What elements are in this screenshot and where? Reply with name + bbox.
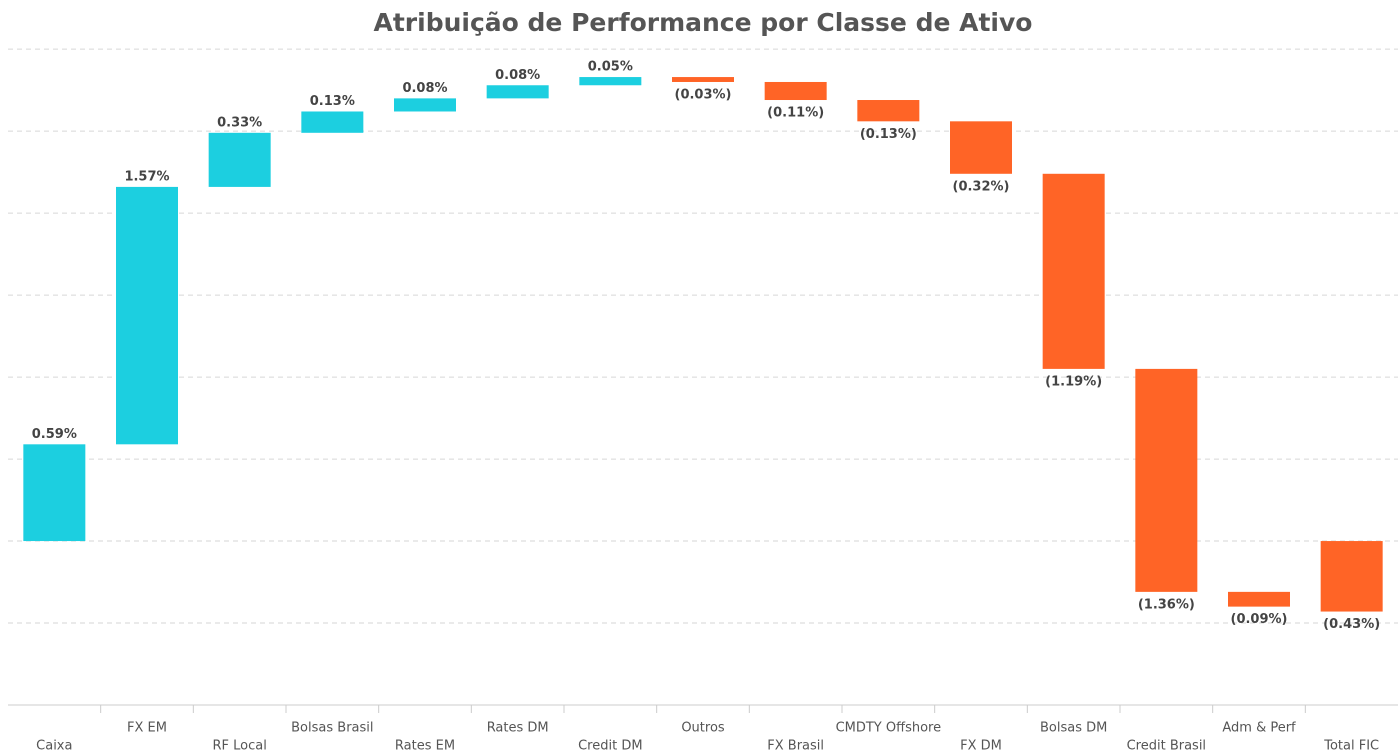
bar — [1135, 368, 1198, 592]
value-label: (0.11%) — [767, 106, 824, 121]
value-label: (0.13%) — [860, 127, 917, 142]
value-label: 0.08% — [402, 81, 447, 96]
x-tick-label: FX DM — [960, 739, 1002, 754]
bar — [1320, 541, 1383, 612]
x-tick-label: Credit DM — [578, 739, 642, 754]
value-label: 0.08% — [495, 68, 540, 83]
x-tick-label: Bolsas DM — [1040, 721, 1107, 736]
x-tick-label: Caixa — [36, 739, 72, 754]
value-label: 1.57% — [124, 169, 169, 184]
x-tick-label: CMDTY Offshore — [836, 721, 942, 736]
bar — [116, 186, 178, 445]
bar — [672, 77, 734, 82]
x-tick-label: Bolsas Brasil — [291, 721, 373, 736]
x-tick-label: FX Brasil — [767, 739, 824, 754]
value-label: 0.59% — [32, 427, 77, 442]
value-label: 0.05% — [588, 60, 633, 75]
bar — [857, 100, 920, 122]
x-tick-label: FX EM — [127, 721, 167, 736]
bar — [208, 132, 271, 187]
value-label: 0.13% — [310, 94, 355, 109]
bar — [950, 121, 1012, 174]
value-label: (1.36%) — [1138, 597, 1195, 612]
x-tick-label: Credit Brasil — [1127, 739, 1206, 754]
x-tick-label: Adm & Perf — [1222, 721, 1296, 736]
x-tick-label: Rates DM — [487, 721, 549, 736]
bar — [1042, 173, 1105, 369]
value-label: 0.33% — [217, 115, 262, 130]
bar — [394, 98, 456, 112]
x-tick-label: RF Local — [212, 739, 266, 754]
x-tick-label: Total FIC — [1323, 739, 1379, 754]
value-label: (0.43%) — [1323, 617, 1380, 632]
bar — [23, 444, 86, 542]
value-label: (0.03%) — [675, 87, 732, 102]
value-label: (0.09%) — [1231, 612, 1288, 627]
bar — [301, 111, 364, 133]
x-tick-label: Outros — [681, 721, 725, 736]
bar — [764, 81, 827, 101]
bar — [1228, 591, 1290, 607]
x-tick-label: Rates EM — [395, 739, 455, 754]
value-label: (0.32%) — [953, 179, 1010, 194]
chart-title: Atribuição de Performance por Classe de … — [374, 8, 1033, 37]
value-label: (1.19%) — [1045, 374, 1102, 389]
bar — [579, 77, 642, 86]
bar — [486, 85, 549, 99]
